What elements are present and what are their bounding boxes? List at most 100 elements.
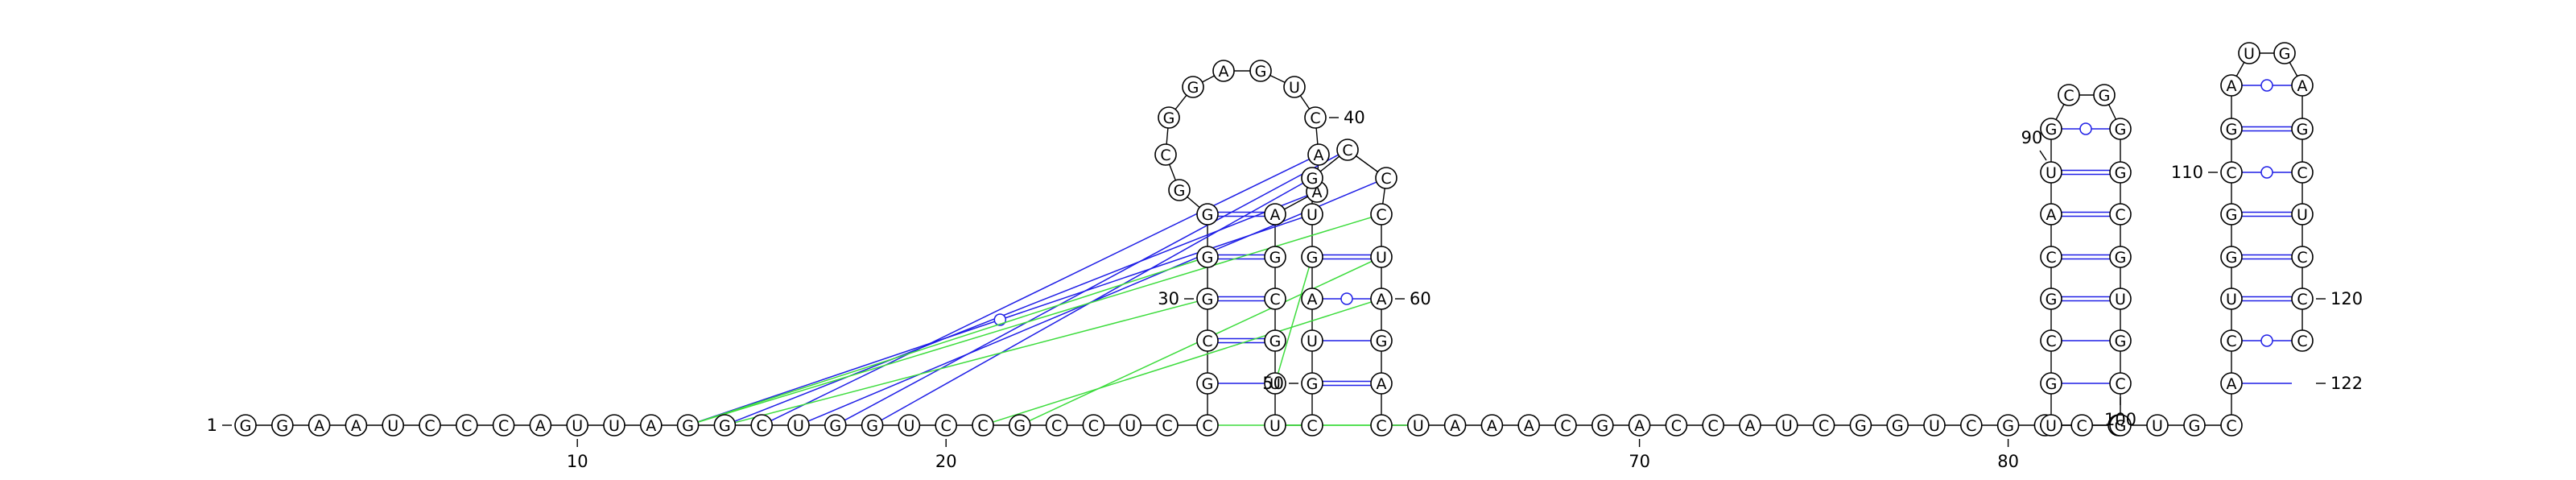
nucleotide-letter: G [2046,375,2058,393]
nucleotide: U [2220,288,2243,310]
nucleotide: C [455,414,478,437]
nucleotide-letter: C [2077,417,2087,435]
nucleotide-circle [2238,42,2260,64]
nucleotide-circle [1923,414,1946,437]
nucleotide: A [529,414,552,437]
nucleotide: G [1196,203,1219,226]
nucleotide: U [2238,42,2260,64]
nucleotide-letter: C [2115,206,2125,224]
position-label: 100 [2104,410,2136,429]
nucleotide: C [419,414,441,437]
nucleotide-letter: G [2046,121,2058,139]
nucleotide-letter: G [719,417,731,435]
nucleotide-letter: A [1634,417,1645,435]
nucleotide-letter: U [1307,206,1318,224]
nucleotide-circle [713,414,737,437]
nucleotide-circle [1264,372,1286,395]
nucleotide-circle [1264,203,1286,226]
nucleotide-letter: G [1269,333,1282,350]
nucleotide-letter: A [1524,417,1534,435]
nucleotide-letter: U [609,417,620,435]
nucleotide: C [1045,414,1068,437]
base-pair [2242,126,2292,132]
nucleotide-circle [1776,414,1798,437]
nucleotide-circle [1628,414,1651,437]
nucleotide-letter: C [941,417,952,435]
nucleotide-circle [2291,329,2314,352]
nucleotide-circle [1370,414,1393,437]
pseudoknot-pair [697,217,1372,423]
nucleotide-circle [2220,288,2243,310]
position-label: 30 [1158,289,1179,308]
nucleotide-circle [1196,288,1219,310]
nucleotide-circle [2109,288,2132,310]
nucleotide-letter: G [1174,182,1186,200]
nucleotide-circle [2040,246,2062,268]
nucleotide-circle [1375,167,1397,189]
nucleotide-letter: C [2226,333,2236,350]
nucleotide-circle [2040,203,2062,226]
nucleotide: G [1182,76,1204,98]
nucleotide: G [1009,414,1031,437]
nucleotide-letter: G [276,417,288,435]
nucleotide-letter: C [1381,170,1391,188]
nucleotide: G [234,414,257,437]
nucleotide-circle [639,414,663,437]
nucleotide-letter: G [2115,164,2127,182]
nucleotide: U [566,414,589,437]
nucleotide-letter: A [1377,375,1387,393]
nucleotide-circle [1156,414,1179,437]
nucleotide-letter: C [1269,291,1280,308]
nucleotide: C [2220,329,2243,352]
nucleotide-circle [1264,414,1286,437]
nucleotide: C [2040,329,2062,352]
nucleotide-letter: C [1307,417,1317,435]
nucleotide-circle [1370,246,1393,268]
nucleotide-letter: U [2152,417,2163,435]
nucleotide-letter: C [1818,417,1829,435]
nucleotide-circle [1196,414,1219,437]
base-pair [734,195,1308,422]
nucleotide: A [2291,74,2314,97]
nucleotide: C [1375,167,1397,189]
nucleotide: G [270,414,294,437]
nucleotide: G [2093,84,2116,106]
nucleotide-circle [1264,288,1286,310]
nucleotide: U [1301,329,1323,352]
nucleotide-circle [2040,329,2062,352]
base-pair [844,154,1339,421]
nucleotide-circle [1307,143,1330,166]
nucleotide-circle [2291,288,2314,310]
nucleotide-circle [935,414,957,437]
nucleotide-letter: U [1781,417,1793,435]
nucleotide: C [1154,143,1177,166]
nucleotide-letter: U [1125,417,1136,435]
nucleotide-circle [2040,372,2062,395]
nucleotide-letter: A [2227,375,2237,393]
base-pair [770,159,1310,421]
nucleotide: G [1849,414,1872,437]
base-pair-layer [697,79,2292,426]
nucleotide-circle [603,414,625,437]
pair-bond [697,217,1372,423]
wobble-marker [2260,166,2273,179]
nucleotide-letter: G [682,417,694,435]
nucleotide-circle [2220,118,2243,140]
nucleotide-circle [1301,372,1323,395]
nucleotide-letter: C [1160,147,1170,164]
nucleotide-letter: C [1966,417,1976,435]
nucleotide: C [1082,414,1105,437]
nucleotide-letter: G [1307,249,1319,267]
nucleotide-circle [1517,414,1540,437]
nucleotide: G [824,414,847,437]
nucleotide-circle [787,414,810,437]
nucleotide-circle [1370,372,1393,395]
nucleotide-letter: C [2063,87,2074,105]
nucleotide: U [382,414,405,437]
nucleotide-circle [382,414,405,437]
nucleotide: C [1812,414,1835,437]
base-pair [2242,296,2292,302]
nucleotide: U [1264,372,1286,395]
nucleotide-circle [1886,414,1909,437]
